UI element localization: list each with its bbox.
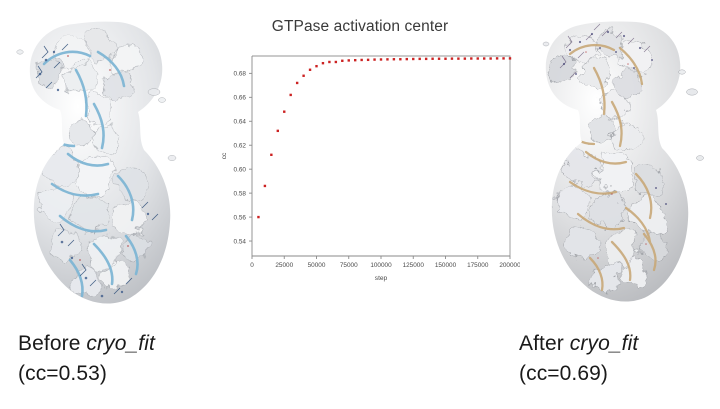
y-tick-label: 0.56 xyxy=(234,214,247,221)
data-point xyxy=(508,57,512,60)
x-tick-label: 125000 xyxy=(403,262,425,269)
data-point xyxy=(308,68,312,71)
x-tick-label: 25000 xyxy=(275,262,293,269)
y-tick-label: 0.54 xyxy=(234,238,247,245)
x-tick-label: 175000 xyxy=(467,262,489,269)
caption-before-prefix: Before xyxy=(18,332,87,355)
data-point xyxy=(283,110,286,113)
data-point xyxy=(405,57,408,61)
data-point xyxy=(341,59,344,62)
data-point xyxy=(276,129,279,133)
caption-before-cc: (cc=0.53) xyxy=(18,362,108,385)
data-point xyxy=(483,57,486,60)
data-point xyxy=(321,61,325,65)
x-tick-label: 50000 xyxy=(308,262,326,269)
data-point xyxy=(463,57,467,60)
structure-panel-before xyxy=(2,8,202,316)
density-surface-before xyxy=(29,21,171,304)
y-tick-label: 0.64 xyxy=(234,119,247,126)
x-tick-label: 100000 xyxy=(370,262,392,269)
x-tick-label: 200000 xyxy=(499,262,520,269)
data-point xyxy=(444,57,447,60)
caption-after-cc: (cc=0.69) xyxy=(519,362,609,385)
x-axis-title: step xyxy=(375,275,388,282)
data-point xyxy=(347,59,350,62)
y-tick-label: 0.66 xyxy=(234,95,247,102)
data-point xyxy=(263,184,267,188)
data-point xyxy=(424,57,428,61)
caption-after-tool-name: cryo_fit xyxy=(569,332,639,355)
density-surface-after xyxy=(545,21,689,302)
data-point xyxy=(334,60,338,64)
y-tick-label: 0.62 xyxy=(234,143,247,150)
data-point xyxy=(412,57,415,61)
data-point xyxy=(495,57,499,60)
data-point xyxy=(257,215,260,219)
x-tick-label: 0 xyxy=(250,262,254,269)
data-point xyxy=(379,58,383,61)
data-point xyxy=(476,57,479,60)
data-point xyxy=(392,58,396,61)
data-point xyxy=(470,57,473,60)
cc-vs-step-chart: GTPase activation center 0.54 0.56 0.58 0.6… xyxy=(200,10,520,300)
data-point xyxy=(360,58,363,62)
data-point xyxy=(302,74,305,77)
data-point xyxy=(289,93,292,97)
y-tick-label: 0.58 xyxy=(234,190,247,197)
chart-axis-labels: 0.54 0.56 0.58 0.60 0.62 0.64 0.66 0.68 0 25000 50… xyxy=(221,71,520,282)
y-axis-title: cc xyxy=(221,152,228,159)
structure-panel-after xyxy=(516,8,716,316)
data-point xyxy=(437,57,441,60)
caption-before-tool-name: cryo_fit xyxy=(86,332,155,355)
data-point xyxy=(328,60,331,64)
density-fragments-after xyxy=(542,41,704,161)
data-point xyxy=(270,153,273,157)
chart-axes xyxy=(249,55,511,259)
cryo-em-density-map-before-icon xyxy=(16,21,177,304)
data-point xyxy=(457,57,460,60)
density-fragments-before xyxy=(16,49,177,161)
data-point xyxy=(489,57,492,60)
x-tick-label: 75000 xyxy=(340,262,358,269)
x-tick-label: 150000 xyxy=(435,262,457,269)
data-point xyxy=(373,58,376,61)
data-point xyxy=(386,58,389,61)
y-tick-label: 0.68 xyxy=(234,71,247,78)
data-point xyxy=(354,58,357,62)
caption-after-prefix: After xyxy=(519,332,570,355)
chart-title: GTPase activation center xyxy=(271,18,449,35)
data-point xyxy=(315,64,318,68)
data-point xyxy=(450,57,454,60)
chart-data-points xyxy=(257,57,512,219)
y-tick-label: 0.60 xyxy=(234,166,247,173)
chart-svg: 0.54 0.56 0.58 0.60 0.62 0.64 0.66 0.68 0 25000 50… xyxy=(221,55,520,282)
chart-plot-area: 0.54 0.56 0.58 0.60 0.62 0.64 0.66 0.68 0 25000 50… xyxy=(200,44,520,300)
caption-after: After cryo_fit (cc=0.69) xyxy=(519,329,638,389)
data-point xyxy=(502,57,505,60)
data-point xyxy=(399,58,402,61)
caption-before: Before cryo_fit (cc=0.53) xyxy=(18,329,155,389)
data-point xyxy=(295,81,299,85)
data-point xyxy=(366,58,370,62)
data-point xyxy=(431,57,434,60)
cryo-em-density-map-after-icon xyxy=(542,21,704,302)
data-point xyxy=(418,57,421,61)
